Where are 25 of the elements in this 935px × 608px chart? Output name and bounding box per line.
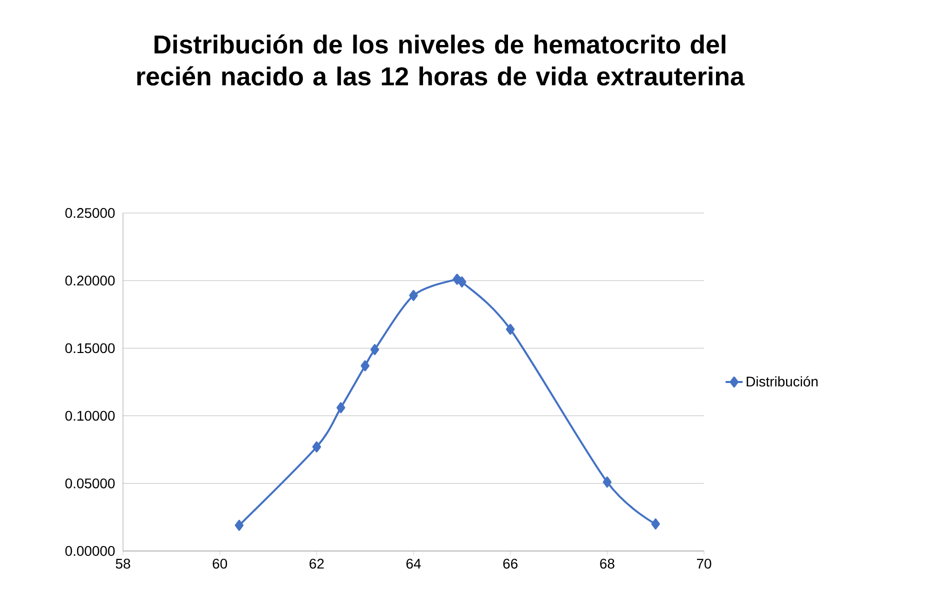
y-tick-label: 0.25000: [65, 208, 115, 218]
x-tick-label: 62: [310, 558, 324, 569]
point: [336, 402, 346, 414]
x-tick-label: 60: [212, 558, 228, 569]
x-tick-label: 66: [503, 558, 518, 569]
point: [312, 441, 322, 452]
point: [602, 476, 612, 488]
y-tick-label: 0.00000: [65, 546, 115, 556]
chart-title: Distribución de los niveles de hematocrito del recién nacido a las 12 horas de vida extrauterina: [137, 34, 745, 86]
x-tick-label: 64: [406, 558, 421, 569]
x-tick-label: 68: [600, 558, 614, 569]
y-tick-label: 0.15000: [65, 343, 115, 354]
point: [409, 290, 418, 301]
point: [506, 324, 515, 335]
y-tick-label: 0.05000: [65, 478, 115, 488]
point: [370, 344, 380, 356]
point: [234, 520, 244, 531]
y-tick-label: 0.10000: [65, 410, 115, 421]
point: [360, 360, 370, 372]
point: [458, 276, 466, 288]
x-tick-label: 58: [116, 558, 130, 569]
point: [651, 518, 660, 530]
y-tick-label: 0.20000: [65, 276, 115, 286]
x-tick-label: 70: [696, 558, 712, 569]
legend-label: Distribución: [746, 376, 818, 387]
